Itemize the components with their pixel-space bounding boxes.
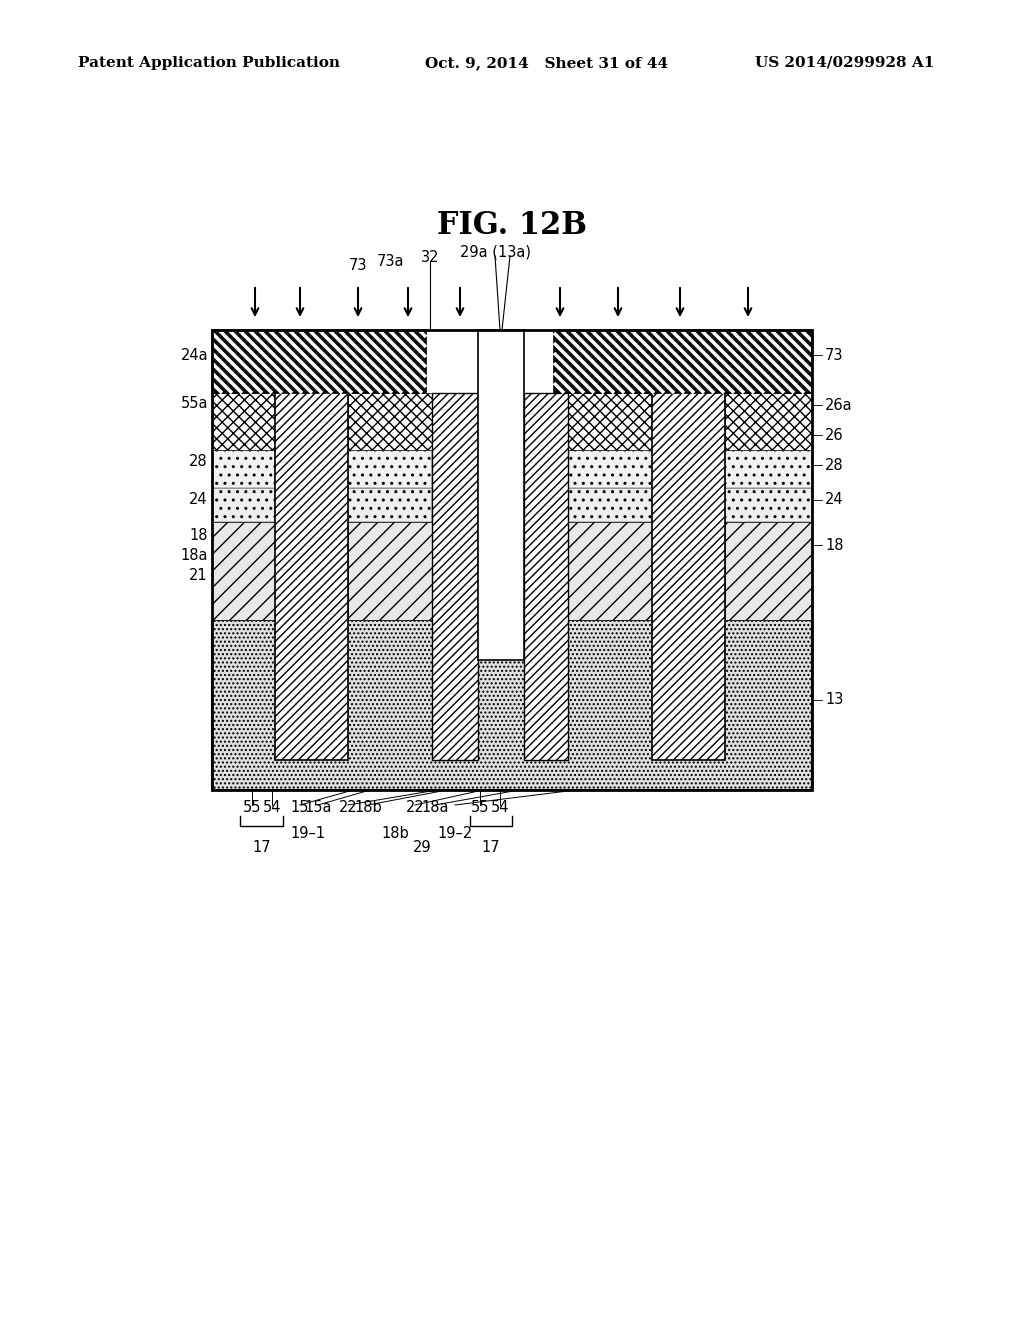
Bar xyxy=(348,488,432,521)
Bar xyxy=(212,620,812,789)
Text: 22: 22 xyxy=(406,800,424,816)
Text: 24: 24 xyxy=(825,492,844,507)
Text: 21: 21 xyxy=(189,568,208,582)
Bar xyxy=(478,330,524,660)
Text: 26: 26 xyxy=(825,428,844,442)
Text: 55: 55 xyxy=(471,800,489,816)
Bar xyxy=(212,450,275,488)
Bar xyxy=(348,450,432,488)
Text: 13: 13 xyxy=(825,693,844,708)
Bar xyxy=(568,450,652,488)
Bar xyxy=(212,330,426,393)
Text: Oct. 9, 2014   Sheet 31 of 44: Oct. 9, 2014 Sheet 31 of 44 xyxy=(425,55,668,70)
Bar xyxy=(212,521,275,620)
Text: 28: 28 xyxy=(825,458,844,473)
Text: 19–2: 19–2 xyxy=(437,825,473,841)
Bar xyxy=(348,521,432,620)
Text: 32: 32 xyxy=(421,251,439,265)
Text: 24a: 24a xyxy=(180,347,208,363)
Text: 17: 17 xyxy=(253,841,271,855)
Bar xyxy=(524,393,568,760)
Text: 28: 28 xyxy=(189,454,208,470)
Bar xyxy=(478,450,524,488)
Bar xyxy=(478,521,524,620)
Text: 26a: 26a xyxy=(825,397,853,412)
Text: 73a: 73a xyxy=(376,255,403,269)
Text: 17: 17 xyxy=(481,841,501,855)
Bar xyxy=(568,521,652,620)
Text: 55a: 55a xyxy=(180,396,208,411)
Bar xyxy=(568,393,652,450)
Text: 22: 22 xyxy=(339,800,357,816)
Bar xyxy=(212,330,812,789)
Bar xyxy=(725,521,812,620)
Bar xyxy=(725,393,812,450)
Bar xyxy=(568,488,652,521)
Bar xyxy=(212,393,275,450)
Bar xyxy=(275,330,348,760)
Bar xyxy=(478,488,524,521)
Text: Patent Application Publication: Patent Application Publication xyxy=(78,55,340,70)
Text: 19–1: 19–1 xyxy=(291,825,326,841)
Text: 18a: 18a xyxy=(421,800,449,816)
Text: 29a (13a): 29a (13a) xyxy=(460,244,530,260)
Text: 18b: 18b xyxy=(381,825,409,841)
Text: US 2014/0299928 A1: US 2014/0299928 A1 xyxy=(755,55,934,70)
Bar xyxy=(432,393,478,760)
Text: 18: 18 xyxy=(825,537,844,553)
Text: 73: 73 xyxy=(349,257,368,272)
Bar xyxy=(348,393,432,450)
Bar xyxy=(725,488,812,521)
Text: 54: 54 xyxy=(263,800,282,816)
Bar xyxy=(652,330,725,760)
Text: 29: 29 xyxy=(413,841,431,855)
Text: 18b: 18b xyxy=(354,800,382,816)
Text: FIG. 12B: FIG. 12B xyxy=(437,210,587,240)
Text: 55: 55 xyxy=(243,800,261,816)
Text: 73: 73 xyxy=(825,347,844,363)
Text: 15: 15 xyxy=(291,800,309,816)
Text: 24: 24 xyxy=(189,492,208,507)
Bar xyxy=(212,488,275,521)
Text: 54: 54 xyxy=(490,800,509,816)
Text: 18: 18 xyxy=(189,528,208,543)
Text: 15a: 15a xyxy=(304,800,332,816)
Bar xyxy=(554,330,812,393)
Bar xyxy=(725,450,812,488)
Text: 18a: 18a xyxy=(180,548,208,562)
